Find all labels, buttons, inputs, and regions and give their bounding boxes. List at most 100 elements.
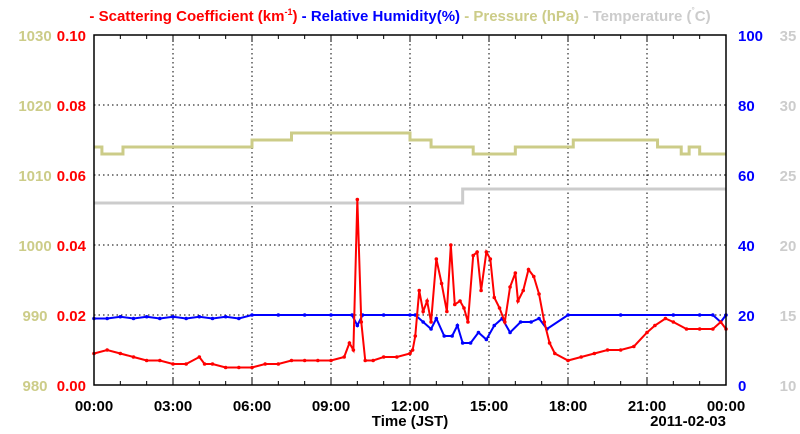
pressure-tick-label: 990 <box>22 308 47 325</box>
humidity-point <box>355 323 360 328</box>
scattering-point <box>566 358 570 363</box>
x-tick-label: 00:00 <box>707 398 745 415</box>
scattering-point <box>429 320 433 324</box>
humidity-tick-label: 20 <box>738 308 755 325</box>
humidity-point <box>408 313 412 317</box>
legend: - Scattering Coefficient (km-1) - Relati… <box>89 6 710 25</box>
scattering-point <box>471 253 476 258</box>
humidity-point <box>460 341 465 345</box>
x-tick-label: 06:00 <box>233 398 271 415</box>
scattering-point <box>329 358 333 363</box>
humidity-tick-label: 100 <box>738 28 763 45</box>
x-tick-label: 00:00 <box>75 398 113 415</box>
scattering-point <box>653 323 657 328</box>
legend-scattering-end: ) <box>292 8 297 25</box>
scattering-point <box>210 362 215 366</box>
humidity-point <box>105 316 109 321</box>
scattering-point <box>671 320 676 324</box>
humidity-point <box>484 337 489 342</box>
scattering-tick-label: 0.06 <box>57 168 86 185</box>
humidity-point <box>131 316 136 321</box>
scattering-point <box>363 358 368 363</box>
scattering-point <box>144 358 149 363</box>
humidity-point <box>118 314 123 319</box>
scattering-point <box>131 355 136 359</box>
scattering-point <box>508 285 512 289</box>
series-pressure <box>94 131 726 156</box>
legend-temperature-end: C) <box>695 8 711 25</box>
legend-temperature: Temperature ( <box>593 8 692 25</box>
legend-dash-temperature: - <box>583 8 588 25</box>
humidity-point <box>158 316 162 321</box>
scattering-point <box>421 309 425 314</box>
scattering-point <box>105 348 109 352</box>
legend-pressure: Pressure (hPa) <box>473 8 579 25</box>
humidity-point <box>381 313 386 317</box>
scattering-point <box>197 355 202 359</box>
humidity-point <box>476 330 481 335</box>
scattering-point <box>605 348 610 352</box>
scattering-point <box>413 334 418 338</box>
scattering-point <box>542 320 547 324</box>
x-tick-label: 03:00 <box>154 398 192 415</box>
scattering-point <box>371 358 375 363</box>
scattering-point <box>497 306 502 310</box>
scattering-point <box>434 257 439 261</box>
humidity-point <box>302 313 307 317</box>
scattering-point <box>439 281 444 286</box>
temperature-tick-label: 10 <box>780 378 797 395</box>
scattering-point <box>718 320 723 324</box>
scattering-point <box>632 344 636 349</box>
x-axis-label: Time (JST) <box>372 413 448 430</box>
scattering-point <box>645 330 649 335</box>
scattering-point <box>663 316 668 321</box>
scattering-point <box>684 327 689 331</box>
scattering-point <box>711 327 715 331</box>
scattering-point <box>118 351 123 356</box>
legend-dash-humidity: - <box>302 8 307 25</box>
humidity-point <box>434 316 439 321</box>
scattering-point <box>488 257 493 261</box>
legend-dash-pressure: - <box>464 8 469 25</box>
legend-scattering: Scattering Coefficient (km <box>99 8 285 25</box>
scattering-point <box>381 355 386 359</box>
humidity-point <box>276 313 281 317</box>
scattering-point <box>425 299 429 303</box>
scattering-point <box>452 302 457 307</box>
scattering-tick-label: 0.08 <box>57 98 86 115</box>
scattering-point <box>697 327 702 331</box>
scattering-point <box>513 271 518 275</box>
humidity-tick-label: 0 <box>738 378 746 395</box>
humidity-point <box>492 323 497 328</box>
humidity-point <box>144 314 149 319</box>
scattering-point <box>618 348 623 352</box>
humidity-point <box>508 330 512 335</box>
scattering-point <box>342 355 346 359</box>
temperature-tick-label: 20 <box>780 238 797 255</box>
scattering-tick-label: 0.02 <box>57 308 86 325</box>
scattering-tick-label: 0.00 <box>57 378 86 395</box>
scattering-point <box>302 358 307 363</box>
scattering-point <box>171 362 175 366</box>
scattering-point <box>158 358 162 363</box>
scattering-point <box>351 348 356 352</box>
legend-humidity: Relative Humidity(%) <box>311 8 460 25</box>
scattering-point <box>503 320 507 324</box>
humidity-point <box>329 313 333 317</box>
x-tick-label: 21:00 <box>628 398 666 415</box>
scattering-point <box>408 351 412 356</box>
x-tick-label: 18:00 <box>549 398 587 415</box>
scattering-point <box>289 358 294 363</box>
scattering-point <box>516 299 520 303</box>
temperature-tick-label: 15 <box>780 308 797 325</box>
humidity-point <box>223 314 228 319</box>
date-label: 2011-02-03 <box>650 413 726 430</box>
scattering-point <box>449 243 453 247</box>
humidity-point <box>529 320 533 324</box>
humidity-point <box>421 320 425 324</box>
scattering-point <box>355 197 360 202</box>
humidity-point <box>711 313 715 317</box>
pressure-tick-label: 1010 <box>18 168 51 185</box>
scattering-point <box>462 306 466 310</box>
